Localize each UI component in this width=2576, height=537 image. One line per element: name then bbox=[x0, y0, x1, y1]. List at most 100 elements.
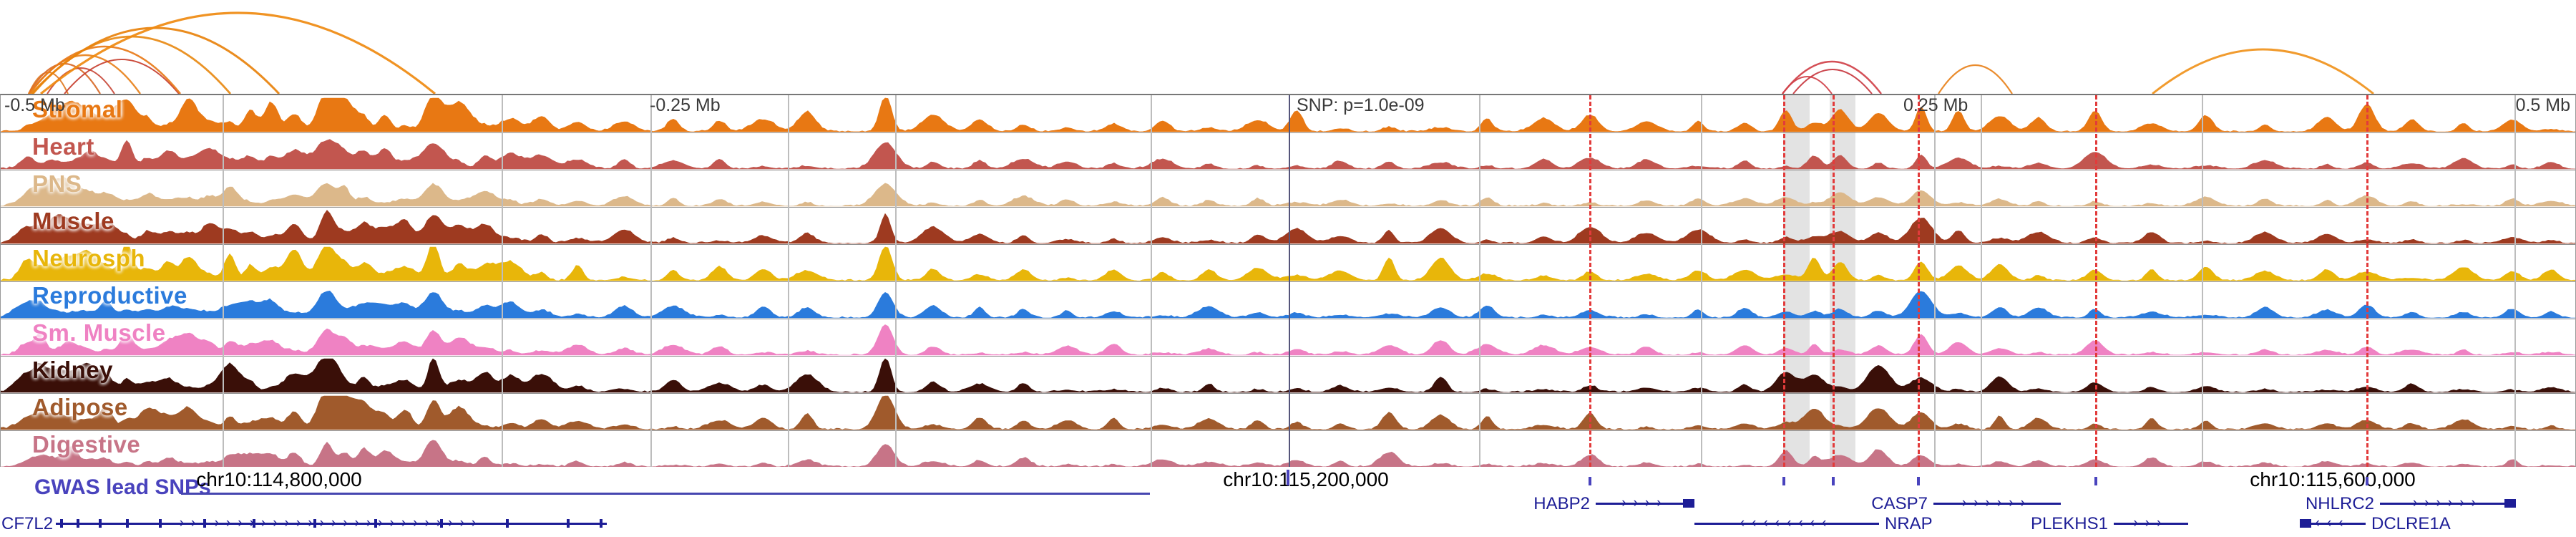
signal-area-pns bbox=[1, 177, 2575, 207]
gene-label-habp2: HABP2 bbox=[1533, 494, 1590, 513]
gene-strand-arrows: ›››››› bbox=[1962, 496, 2032, 511]
gene-body-casp7: ›››››› bbox=[1933, 496, 2061, 511]
gene-exon bbox=[506, 519, 509, 528]
signal-wiggle bbox=[1, 324, 2575, 356]
track-label-stromal: Stromal bbox=[32, 96, 123, 122]
lead-snp-line bbox=[1783, 95, 1785, 467]
lead-snp-line bbox=[1833, 95, 1835, 467]
gene-body-nrap: ‹‹‹‹‹‹‹‹ bbox=[1694, 516, 1879, 531]
track-label-digestive: Digestive bbox=[32, 431, 141, 458]
interaction-arc bbox=[28, 63, 101, 94]
gene-strand-arrows: ›››› bbox=[1621, 496, 1669, 511]
gridline bbox=[1701, 95, 1702, 467]
gene-exon bbox=[76, 519, 79, 528]
gene-line bbox=[1694, 523, 1879, 525]
center-snp-line bbox=[1289, 95, 1290, 467]
coordinate-label: chr10:115,200,000 bbox=[1223, 468, 1389, 490]
signal-area-muscle bbox=[1, 210, 2575, 244]
signal-track-kidney: Kidney bbox=[1, 356, 2575, 394]
gene-line bbox=[1596, 503, 1694, 505]
track-label-adipose: Adipose bbox=[32, 394, 128, 420]
gene-label-nrap: NRAP bbox=[1885, 514, 1933, 533]
lead-snp-line bbox=[2095, 95, 2097, 467]
gene-strand-arrows: ‹‹‹‹‹‹‹‹ bbox=[1740, 516, 1834, 531]
gene-exon bbox=[440, 519, 443, 528]
lead-snp-line bbox=[2366, 95, 2368, 467]
gene-line bbox=[2114, 523, 2188, 525]
gene-label-dclre1a: DCLRE1A bbox=[2371, 514, 2451, 533]
signal-area-neurosph bbox=[1, 246, 2575, 281]
gene-exon bbox=[159, 519, 162, 528]
interaction-arc bbox=[1938, 64, 2013, 94]
signal-area-digestive bbox=[1, 440, 2575, 467]
signal-wiggle bbox=[1, 177, 2575, 207]
gene-exon bbox=[126, 519, 130, 528]
gridline bbox=[2202, 95, 2203, 467]
lead-snp-tick bbox=[1832, 477, 1835, 485]
gene-strand-arrows: ››› bbox=[2133, 516, 2169, 531]
signal-track-pns: PNS bbox=[1, 170, 2575, 208]
interaction-arc bbox=[2152, 48, 2374, 94]
interaction-arc bbox=[1792, 69, 1873, 94]
gene-strand-arrows: ‹‹‹ bbox=[2315, 516, 2351, 531]
gene-line bbox=[2380, 503, 2516, 505]
gene-exon bbox=[567, 519, 570, 528]
interaction-arc bbox=[39, 11, 436, 94]
signal-area-kidney bbox=[1, 358, 2575, 393]
gene-line bbox=[2300, 523, 2366, 525]
interaction-arc bbox=[27, 45, 182, 94]
lead-snp-tick bbox=[2366, 477, 2368, 485]
gene-body-habp2: ›››› bbox=[1596, 496, 1694, 511]
gridline bbox=[650, 95, 652, 467]
interaction-arc bbox=[64, 59, 180, 94]
gene-line bbox=[1933, 503, 2061, 505]
gene-exon bbox=[98, 519, 102, 528]
gene-label-nhlrc2: NHLRC2 bbox=[2305, 494, 2374, 513]
track-label-muscle: Muscle bbox=[32, 208, 114, 234]
gridline bbox=[895, 95, 897, 467]
coordinate-label: chr10:114,800,000 bbox=[196, 468, 362, 490]
track-label-kidney: Kidney bbox=[32, 357, 114, 383]
gridline bbox=[1934, 95, 1936, 467]
signal-wiggle bbox=[1, 246, 2575, 281]
gene-line bbox=[56, 523, 607, 525]
gene-exon-block bbox=[1683, 499, 1694, 508]
signal-wiggle bbox=[1, 97, 2575, 132]
gene-exon-block bbox=[2300, 519, 2311, 528]
coordinate-label: chr10:115,600,000 bbox=[2250, 468, 2416, 490]
track-label-reproductive: Reproductive bbox=[32, 282, 187, 309]
signal-track-muscle: Muscle bbox=[1, 207, 2575, 245]
lead-snp-tick bbox=[2094, 477, 2097, 485]
gene-exon-block bbox=[2504, 499, 2516, 508]
gridline bbox=[1151, 95, 1152, 467]
highlight-band bbox=[1783, 95, 1810, 467]
gene-body-plekhs1: ››› bbox=[2114, 516, 2188, 531]
signal-track-neurosph: Neurosph bbox=[1, 244, 2575, 282]
signal-area-sm-muscle bbox=[1, 324, 2575, 356]
signal-area-stromal bbox=[1, 97, 2575, 132]
signal-track-stromal: Stromal bbox=[1, 95, 2575, 133]
gwas-lead-snps-label: GWAS lead SNPs bbox=[34, 475, 211, 499]
signal-track-sm-muscle: Sm. Muscle bbox=[1, 319, 2575, 357]
lead-snp-line bbox=[1918, 95, 1920, 467]
gene-exon bbox=[374, 519, 377, 528]
gridline bbox=[2514, 95, 2516, 467]
gridline bbox=[223, 95, 224, 467]
signal-track-digestive: Digestive bbox=[1, 430, 2575, 467]
signal-wiggle bbox=[1, 440, 2575, 467]
lead-snp-tick bbox=[1917, 477, 1920, 485]
gridline bbox=[1479, 95, 1480, 467]
track-label-sm-muscle: Sm. Muscle bbox=[32, 319, 166, 346]
signal-track-reproductive: Reproductive bbox=[1, 281, 2575, 319]
gridline bbox=[502, 95, 503, 467]
center-snp-tick bbox=[1287, 470, 1289, 485]
interaction-arc bbox=[30, 26, 280, 94]
signal-wiggle bbox=[1, 358, 2575, 393]
lead-snp-tick bbox=[1782, 477, 1785, 485]
gene-label-plekhs1: PLEKHS1 bbox=[2030, 514, 2108, 533]
gene-label-cf7l2: CF7L2 bbox=[1, 514, 54, 533]
interaction-arc bbox=[1782, 60, 1882, 94]
gwas-track-line bbox=[181, 493, 1150, 495]
gridline bbox=[788, 95, 789, 467]
